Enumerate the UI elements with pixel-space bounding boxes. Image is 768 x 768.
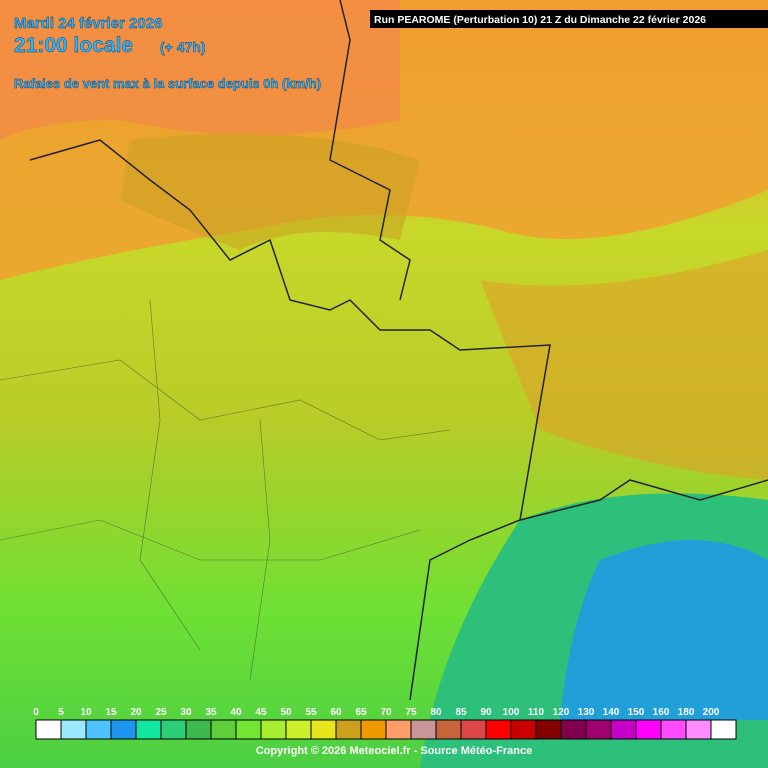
color-swatch [310,719,337,740]
color-swatch [110,719,137,740]
scale-tick-label: 180 [678,707,695,718]
east-zone [480,250,768,480]
scale-tick-label: 55 [305,707,317,718]
scale-tick-label: 150 [628,707,645,718]
color-swatch [585,719,612,740]
scale-tick-label: 100 [503,707,520,718]
scale-tick-label: 35 [205,707,217,718]
color-swatch [60,719,87,740]
color-swatch [360,719,387,740]
mid-zone [120,133,420,250]
scale-tick-label: 110 [528,707,545,718]
time: 21:00 locale [14,34,133,57]
color-swatch [560,719,587,740]
scale-tick-label: 85 [455,707,467,718]
color-swatch [435,719,462,740]
scale-tick-label: 140 [603,707,620,718]
color-swatch [410,719,437,740]
scale-tick-label: 130 [578,707,595,718]
regions [0,299,451,681]
run-banner [370,10,768,28]
color-swatch [635,719,662,740]
scale-tick-label: 25 [155,707,167,718]
color-swatch [210,719,237,740]
scale-tick-label: 160 [653,707,670,718]
scale-tick-label: 15 [105,707,117,718]
color-swatch [610,719,637,740]
scale-tick-label: 80 [430,707,442,718]
copyright: Copyright © 2026 Meteociel.fr - Source M… [256,745,532,757]
low-wind-zone [560,540,768,720]
scale-tick-label: 5 [58,707,64,718]
coastal-zone [0,0,400,140]
scale-tick-label: 60 [330,707,342,718]
scale-tick-label: 200 [703,707,720,718]
color-swatch [235,719,262,740]
run-label: Run PEAROME (Perturbation 10) 21 Z du Di… [374,14,706,26]
scale-tick-label: 75 [405,707,417,718]
color-swatch [685,719,712,740]
field-name: Rafales de vent max à la surface depuis … [14,76,321,91]
scale-tick-label: 10 [80,707,92,718]
color-swatch [285,719,312,740]
color-swatch [160,719,187,740]
scale-tick-label: 20 [130,707,142,718]
scale-tick-label: 70 [380,707,392,718]
color-swatch [35,719,62,740]
offset: (+ 47h) [160,39,206,55]
legend: 0 5 10 15 20 25 30 35 40 45 50 55 60 65 70 75 80 85 90 100 1… [33,707,737,740]
scale-tick-label: 50 [280,707,292,718]
color-swatch [510,719,537,740]
borders [29,0,768,701]
date: Mardi 24 février 2026 [14,15,162,32]
color-swatch [335,719,362,740]
color-swatch [460,719,487,740]
scale-tick-label: 45 [255,707,267,718]
scale-tick-label: 0 [33,707,39,718]
color-swatch [185,719,212,740]
scale-tick-label: 90 [480,707,492,718]
color-swatch [710,719,737,740]
scale-tick-label: 40 [230,707,242,718]
color-swatch [260,719,287,740]
color-swatch [535,719,562,740]
scale-tick-label: 120 [553,707,570,718]
color-swatch [85,719,112,740]
scale-tick-label: 30 [180,707,192,718]
scale-tick-label: 65 [355,707,367,718]
color-swatch [385,719,412,740]
color-swatch [135,719,162,740]
color-swatch [660,719,687,740]
color-swatch [485,719,512,740]
